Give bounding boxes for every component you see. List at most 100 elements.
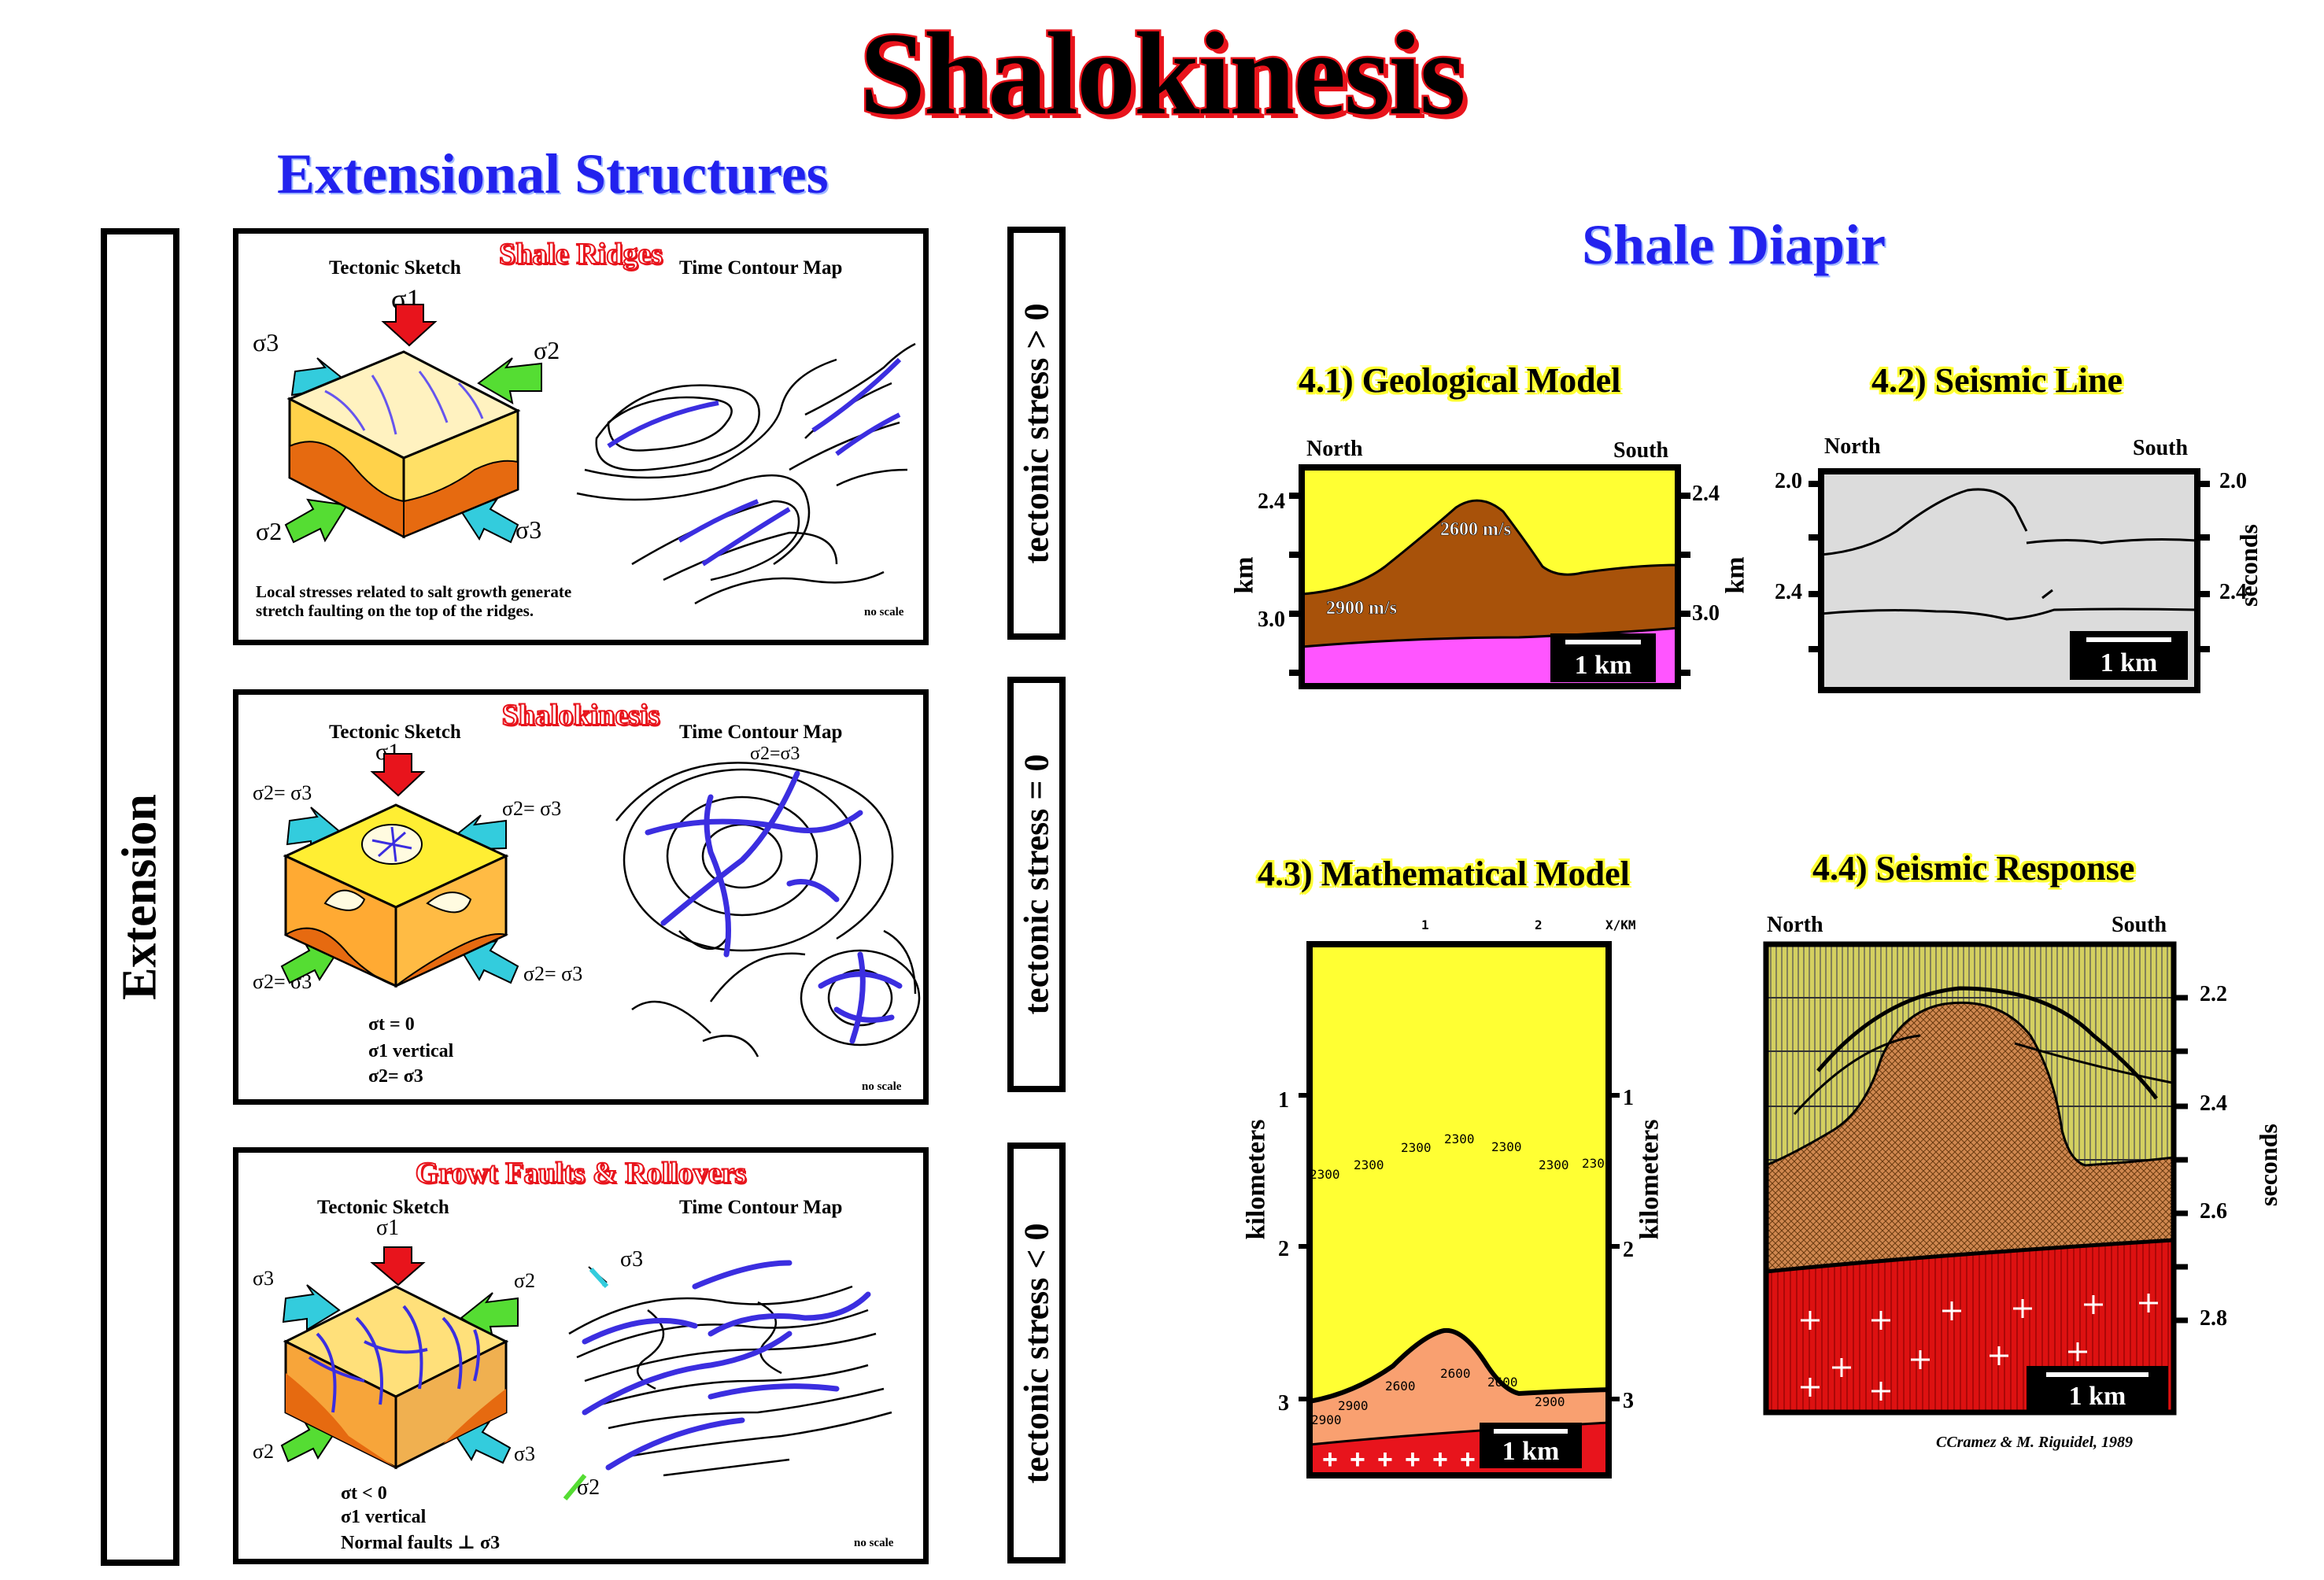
map-sigma3-label: σ3 [620,1247,644,1272]
seismic-line-scale-bar: 1 km [2070,631,2188,680]
math-tick-right: 2 [1623,1238,1634,1262]
extension-label: Extension [113,794,167,1000]
velocity-upper-value: 2300 [1310,1167,1340,1182]
geo-tick-left: 2.4 [1258,489,1285,514]
scale-label: 1 km [1574,651,1632,680]
ridge-block-sketch: Local stresses related to salt growth ge… [256,304,916,620]
geo-unit-right: km [1720,556,1750,594]
mathematical-model-section: +++++++ 2300 2300 2300 2300 2300 2300 23… [1299,941,1620,1478]
math-tick-left: 1 [1278,1088,1289,1113]
sketch-label: Tectonic Sketch [329,722,461,743]
map-label: Time Contour Map [679,1197,843,1218]
svg-text:+: + [1322,1445,1338,1475]
map-label: Time Contour Map [679,257,843,279]
math-top-tick: 2 [1535,917,1543,932]
left-heading: Extensional Structures [277,142,829,205]
caption-line-2: stretch faulting on the top of the ridge… [256,601,534,620]
map-label: Time Contour Map [679,722,843,743]
geological-model-section: 2600 m/s 2900 m/s [1289,464,1690,689]
sigma23-label: σ2= σ3 [253,781,312,804]
math-unit-right: kilometers [1635,1119,1664,1240]
right-heading: Shale Diapir [1582,213,1886,276]
sigma3-label: σ3 [253,1267,275,1290]
response-tick: 2.6 [2200,1199,2227,1224]
sigma3-label: σ3 [514,1442,536,1465]
geo-north-label: North [1306,437,1363,461]
svg-text:+: + [1460,1445,1476,1475]
seismic-south-label: South [2133,436,2189,460]
svg-text:+: + [1405,1445,1421,1475]
sigma3-label: σ3 [253,328,279,356]
scale-label: 1 km [2100,648,2158,677]
seismic-tick-left: 2.4 [1775,580,1802,604]
stress-label-zero: tectonic stress = 0 [1017,754,1056,1015]
note-2: σ1 vertical [341,1507,427,1527]
sigma3-label: σ3 [515,515,542,544]
note-3: σ2= σ3 [368,1066,423,1087]
velocity-upper-value: 2300 [1539,1157,1569,1172]
math-unit-left: kilometers [1241,1119,1271,1240]
svg-text:+: + [1377,1445,1393,1475]
response-tick: 2.2 [2200,982,2227,1006]
velocity-lower: 2900 m/s [1326,598,1397,618]
seismic-tick-right: 2.0 [2219,469,2247,493]
sigma1-label: σ1 [376,1216,400,1240]
geo-south-label: South [1613,438,1669,463]
panel-title: Growt Faults & Rollovers [415,1156,747,1191]
velocity-upper-value: 2300 [1444,1131,1475,1146]
page-title: Shalokinesis [858,7,1468,142]
response-north-label: North [1767,913,1823,937]
sketch-label: Tectonic Sketch [317,1197,449,1218]
velocity-upper-value: 2300 [1582,1156,1613,1171]
response-scale-bar: 1 km [2027,1366,2168,1413]
sigma2-label: σ2 [534,336,560,364]
math-top-tick: 1 [1421,917,1429,932]
stress-box-zero: tectonic stress = 0 [1007,677,1066,1092]
scale-note: no scale [854,1537,894,1549]
velocity-upper: 2600 m/s [1440,519,1511,540]
scale-note: no scale [864,606,904,618]
credit-text: CCramez & M. Riguidel, 1989 [1936,1434,2134,1451]
math-tick-left: 2 [1278,1237,1289,1261]
stress-label-negative: tectonic stress < 0 [1017,1223,1056,1483]
extension-box: Extension [101,228,179,1566]
growth-fault-sketch [280,1246,892,1501]
math-tick-left: 3 [1278,1391,1289,1416]
geo-unit-left: km [1229,556,1259,594]
note-1: σt = 0 [368,1014,415,1035]
scale-label: 1 km [2068,1382,2126,1411]
response-tick: 2.4 [2200,1091,2227,1116]
seismic-response-heading: 4.4) Seismic Response [1812,849,2135,888]
math-tick-right: 1 [1623,1086,1634,1110]
panel-title: Shalokinesis [501,698,661,733]
seismic-unit: seconds [2233,524,2263,607]
seismic-response-section [1763,941,2188,1416]
velocity-lower-value: 2600 [1385,1379,1416,1394]
geo-scale-bar: 1 km [1550,633,1656,682]
note-1: σt < 0 [341,1483,387,1504]
sigma2-label: σ2 [514,1269,536,1292]
response-tick: 2.8 [2200,1306,2227,1331]
velocity-lower-value: 2900 [1535,1394,1565,1409]
math-tick-right: 3 [1623,1389,1634,1413]
velocity-lower-value: 2600 [1440,1366,1471,1381]
velocity-upper-value: 2300 [1491,1139,1522,1154]
map-sigma-label: σ2=σ3 [750,744,800,764]
sigma23-label: σ2= σ3 [523,962,583,985]
geo-model-heading: 4.1) Geological Model [1299,361,1621,400]
seismic-line-heading: 4.2) Seismic Line [1871,361,2123,400]
caption-line-1: Local stresses related to salt growth ge… [256,582,571,601]
math-scale-bar: 1 km [1480,1423,1582,1468]
sketch-label: Tectonic Sketch [329,257,461,279]
geo-tick-right: 3.0 [1692,601,1720,626]
note-2: σ1 vertical [368,1041,454,1061]
stress-box-negative: tectonic stress < 0 [1007,1143,1066,1563]
geo-tick-right: 2.4 [1692,482,1720,506]
panel-growth-faults: Growt Faults & Rollovers Tectonic Sketch… [233,1147,929,1564]
sigma2-label: σ2 [256,517,283,545]
sigma23-label: σ2= σ3 [502,797,562,820]
seismic-tick-left: 2.0 [1775,469,1802,493]
scale-label: 1 km [1502,1437,1560,1466]
sigma2-label: σ2 [253,1440,275,1463]
stress-label-positive: tectonic stress > 0 [1017,303,1056,563]
